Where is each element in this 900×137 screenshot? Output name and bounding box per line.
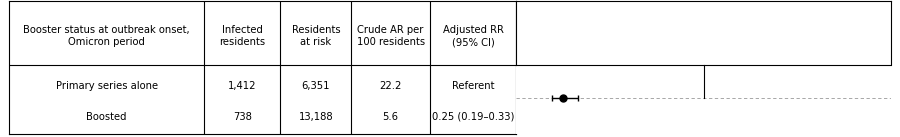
Text: 22.2: 22.2 — [380, 81, 401, 91]
Text: Infected
residents: Infected residents — [220, 25, 266, 47]
Text: 0.25 (0.19–0.33): 0.25 (0.19–0.33) — [432, 112, 514, 122]
Text: 6,351: 6,351 — [302, 81, 330, 91]
Text: Primary series alone: Primary series alone — [56, 81, 158, 91]
Text: 738: 738 — [233, 112, 252, 122]
Text: Residents
at risk: Residents at risk — [292, 25, 340, 47]
Text: Boosted: Boosted — [86, 112, 127, 122]
Text: 5.6: 5.6 — [382, 112, 399, 122]
Text: Adjusted RR
(95% CI): Adjusted RR (95% CI) — [443, 25, 503, 47]
Text: 1,412: 1,412 — [228, 81, 256, 91]
Text: 13,188: 13,188 — [299, 112, 333, 122]
Text: Crude AR per
100 residents: Crude AR per 100 residents — [356, 25, 425, 47]
Text: Booster status at outbreak onset,
Omicron period: Booster status at outbreak onset, Omicro… — [23, 25, 190, 47]
Text: Referent: Referent — [452, 81, 494, 91]
